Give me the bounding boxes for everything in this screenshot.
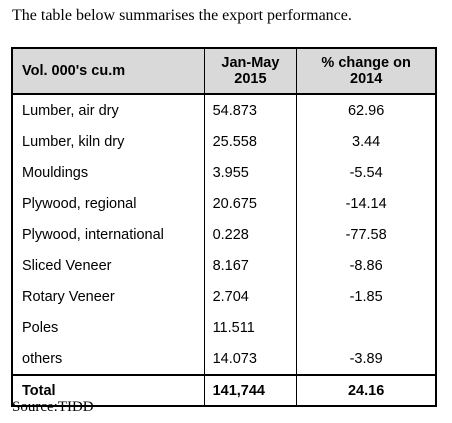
table-header-row: Vol. 000's cu.m Jan-May 2015 % change on… bbox=[11, 48, 437, 95]
change-cell: -5.54 bbox=[296, 157, 437, 188]
table-row: Lumber, kiln dry 25.558 3.44 bbox=[11, 126, 437, 157]
change-cell bbox=[296, 312, 437, 343]
header-period-line2: 2015 bbox=[234, 71, 267, 87]
header-period-line1: Jan-May bbox=[221, 55, 280, 71]
volume-cell: 8.167 bbox=[203, 250, 298, 281]
product-cell: Plywood, international bbox=[11, 219, 205, 250]
change-cell: 3.44 bbox=[296, 126, 437, 157]
header-period: Jan-May 2015 bbox=[203, 48, 298, 95]
export-performance-table: Vol. 000's cu.m Jan-May 2015 % change on… bbox=[11, 47, 437, 407]
header-volume-unit: Vol. 000's cu.m bbox=[11, 48, 205, 95]
change-cell: 62.96 bbox=[296, 94, 437, 126]
total-row: Total 141,744 24.16 bbox=[11, 374, 437, 406]
table-row: Plywood, regional 20.675 -14.14 bbox=[11, 188, 437, 219]
volume-cell: 25.558 bbox=[203, 126, 298, 157]
product-cell: Sliced Veneer bbox=[11, 250, 205, 281]
total-volume: 141,744 bbox=[203, 374, 298, 406]
volume-cell: 20.675 bbox=[203, 188, 298, 219]
intro-text: The table below summarises the export pe… bbox=[12, 7, 352, 24]
total-change: 24.16 bbox=[296, 374, 437, 406]
table-row: Plywood, international 0.228 -77.58 bbox=[11, 219, 437, 250]
change-cell: -3.89 bbox=[296, 343, 437, 375]
table-row: Rotary Veneer 2.704 -1.85 bbox=[11, 281, 437, 312]
product-cell: Plywood, regional bbox=[11, 188, 205, 219]
product-cell: Lumber, kiln dry bbox=[11, 126, 205, 157]
table-row: Lumber, air dry 54.873 62.96 bbox=[11, 94, 437, 126]
product-cell: others bbox=[11, 343, 205, 375]
product-cell: Lumber, air dry bbox=[11, 94, 205, 126]
header-change-line1: % change on bbox=[321, 55, 411, 71]
change-cell: -1.85 bbox=[296, 281, 437, 312]
change-cell: -14.14 bbox=[296, 188, 437, 219]
product-cell: Mouldings bbox=[11, 157, 205, 188]
volume-cell: 14.073 bbox=[203, 343, 298, 375]
table-row: Mouldings 3.955 -5.54 bbox=[11, 157, 437, 188]
table-row: Sliced Veneer 8.167 -8.86 bbox=[11, 250, 437, 281]
table-row: Poles 11.511 bbox=[11, 312, 437, 343]
total-label: Total bbox=[11, 374, 205, 406]
volume-cell: 11.511 bbox=[203, 312, 298, 343]
header-change: % change on 2014 bbox=[296, 48, 437, 95]
table-row: others 14.073 -3.89 bbox=[11, 343, 437, 375]
volume-cell: 54.873 bbox=[203, 94, 298, 126]
product-cell: Rotary Veneer bbox=[11, 281, 205, 312]
volume-cell: 0.228 bbox=[203, 219, 298, 250]
header-change-line2: 2014 bbox=[350, 71, 383, 87]
product-cell: Poles bbox=[11, 312, 205, 343]
volume-cell: 2.704 bbox=[203, 281, 298, 312]
volume-cell: 3.955 bbox=[203, 157, 298, 188]
change-cell: -8.86 bbox=[296, 250, 437, 281]
source-note: Source:TIDD bbox=[12, 399, 94, 415]
change-cell: -77.58 bbox=[296, 219, 437, 250]
